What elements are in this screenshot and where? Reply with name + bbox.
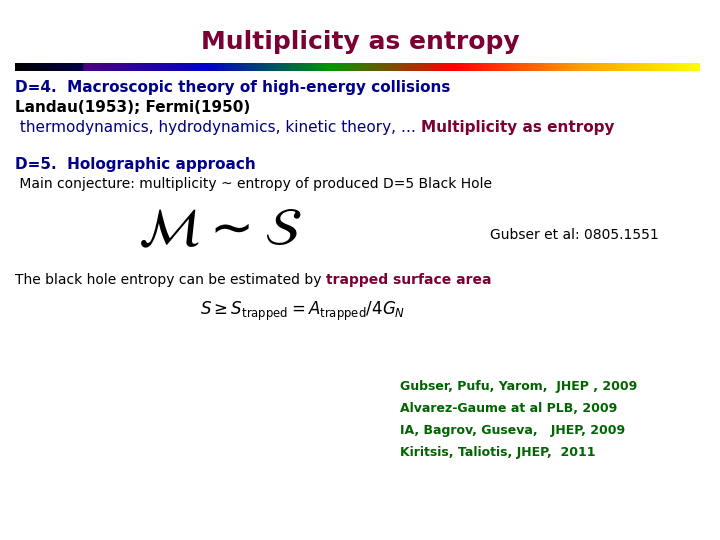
Text: Kiritsis, Taliotis, JHEP,  2011: Kiritsis, Taliotis, JHEP, 2011 [400, 446, 595, 459]
Text: Multiplicity as entropy: Multiplicity as entropy [421, 120, 614, 135]
Text: $\mathcal{M} \sim \mathcal{S}$: $\mathcal{M} \sim \mathcal{S}$ [138, 205, 302, 256]
Text: Gubser, Pufu, Yarom,  JHEP , 2009: Gubser, Pufu, Yarom, JHEP , 2009 [400, 380, 637, 393]
Text: $S{\geq}S_{\rm trapped}=A_{\rm trapped}/4G_N$: $S{\geq}S_{\rm trapped}=A_{\rm trapped}/… [200, 300, 405, 323]
Text: D=4.  Macroscopic theory of high-energy collisions: D=4. Macroscopic theory of high-energy c… [15, 80, 451, 95]
Text: Gubser et al: 0805.1551: Gubser et al: 0805.1551 [490, 228, 659, 242]
Text: IA, Bagrov, Guseva,   JHEP, 2009: IA, Bagrov, Guseva, JHEP, 2009 [400, 424, 625, 437]
Text: The black hole entropy can be estimated by: The black hole entropy can be estimated … [15, 273, 326, 287]
Text: thermodynamics, hydrodynamics, kinetic theory, …: thermodynamics, hydrodynamics, kinetic t… [15, 120, 421, 135]
Text: Alvarez-Gaume at al PLB, 2009: Alvarez-Gaume at al PLB, 2009 [400, 402, 617, 415]
Text: Multiplicity as entropy: Multiplicity as entropy [201, 30, 519, 54]
Text: Landau(1953); Fermi(1950): Landau(1953); Fermi(1950) [15, 100, 251, 115]
Text: Main conjecture: multiplicity ~ entropy of produced D=5 Black Hole: Main conjecture: multiplicity ~ entropy … [15, 177, 492, 191]
Text: trapped surface area: trapped surface area [326, 273, 491, 287]
Text: D=5.  Holographic approach: D=5. Holographic approach [15, 157, 256, 172]
